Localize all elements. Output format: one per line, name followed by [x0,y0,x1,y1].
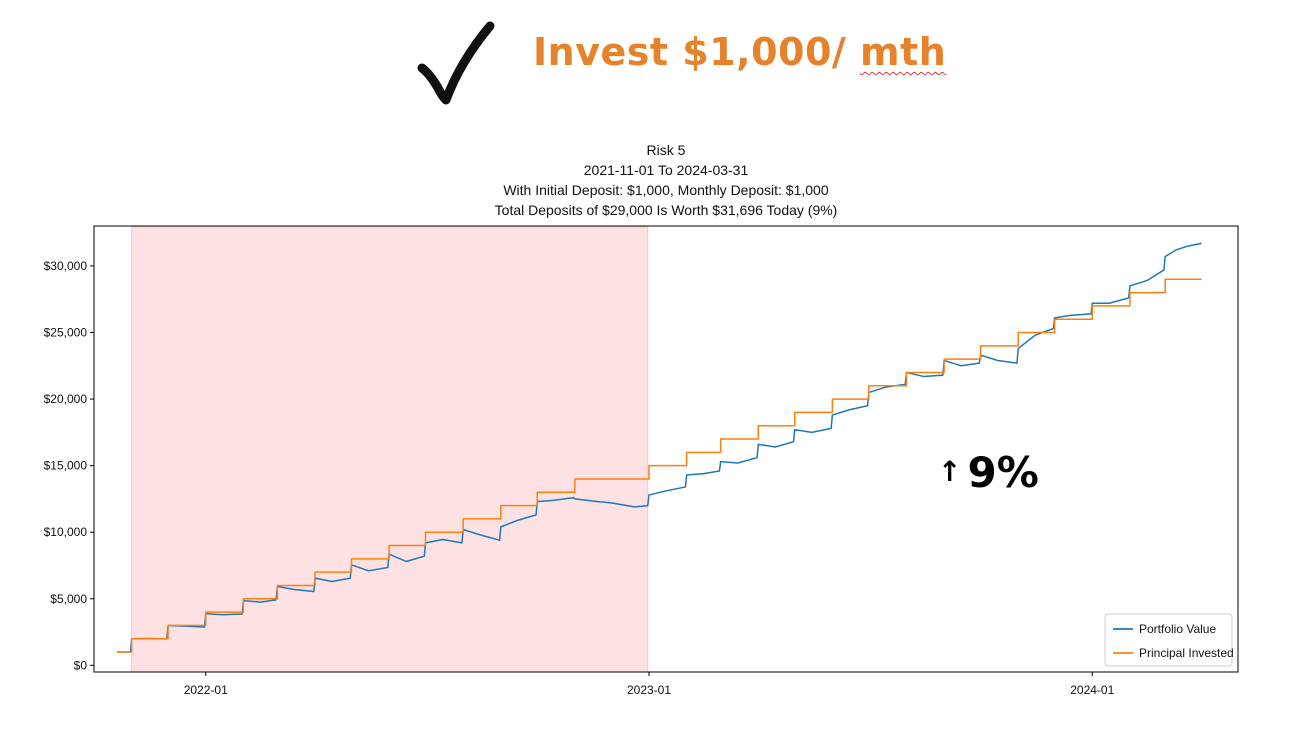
headline-unit: mth [860,30,947,74]
chart-title-line: With Initial Deposit: $1,000, Monthly De… [503,182,829,198]
series-line-portfolio-value [117,242,1202,653]
gain-annotation-text: 9% [967,448,1039,497]
y-tick-label: $10,000 [44,525,88,539]
legend-label: Principal Invested [1139,646,1234,660]
chart-title-line: Risk 5 [646,142,686,158]
checkmark-icon [417,21,495,105]
y-tick-label: $5,000 [50,592,87,606]
y-tick-label: $0 [74,658,88,672]
y-tick-label: $25,000 [44,326,88,340]
plot-frame [93,225,1239,673]
y-tick-label: $30,000 [44,259,88,273]
x-tick-label: 2022-01 [184,683,228,697]
headline: Invest $1,000/ mth [0,0,1294,120]
y-tick-label: $15,000 [44,459,88,473]
shaded-region [131,226,649,673]
x-tick-label: 2024-01 [1070,683,1114,697]
legend-box [1104,613,1233,667]
headline-text: Invest $1,000/ mth [533,30,946,74]
series-line-principal-invested [117,278,1202,653]
chart-title-block: Risk 5 2021-11-01 To 2024-03-31 With Ini… [0,140,1294,220]
chart-title-line: Total Deposits of $29,000 Is Worth $31,6… [494,202,838,218]
gain-annotation: ↑ 9% [938,448,1039,497]
chart-title-line: 2021-11-01 To 2024-03-31 [583,162,749,178]
arrow-up-icon: ↑ [938,455,962,488]
legend-label: Portfolio Value [1139,622,1216,636]
y-tick-label: $20,000 [44,392,88,406]
x-tick-label: 2023-01 [627,683,671,697]
headline-main: Invest $1,000/ [533,30,860,74]
